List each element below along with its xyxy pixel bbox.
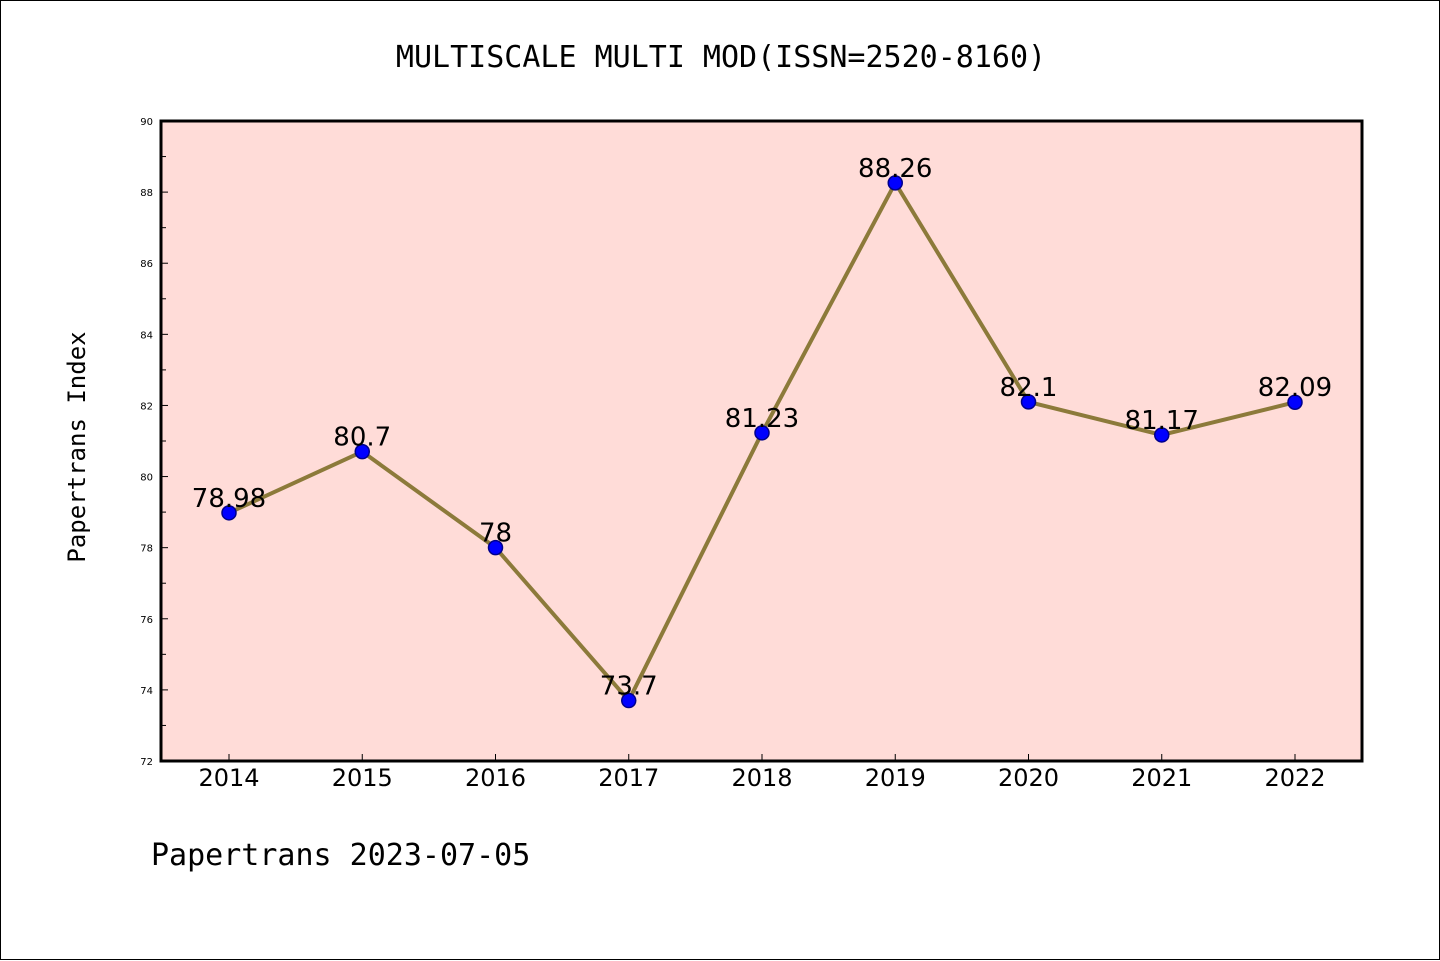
data-point <box>621 692 637 709</box>
data-label: 78.98 <box>192 484 266 514</box>
y-tick-label: 82 <box>140 401 153 412</box>
x-tick-label: 2017 <box>598 764 659 792</box>
y-tick-label: 80 <box>140 473 153 484</box>
footer-date-stamp: Papertrans 2023-07-05 <box>151 838 530 873</box>
y-tick-label: 74 <box>140 686 153 697</box>
y-axis-label: Papertrans Index <box>63 331 91 562</box>
x-tick-label: 2021 <box>1131 764 1192 792</box>
data-point <box>754 425 770 441</box>
y-tick-label: 78 <box>140 544 153 555</box>
x-tick-label: 2014 <box>198 764 259 792</box>
data-point <box>1020 394 1037 410</box>
y-tick-label: 76 <box>140 615 153 626</box>
data-point <box>1154 427 1170 443</box>
y-tick-label: 88 <box>140 188 153 199</box>
data-label: 78 <box>479 519 512 549</box>
data-label: 88.26 <box>858 154 932 184</box>
data-label: 81.23 <box>725 404 799 434</box>
data-point <box>354 443 370 460</box>
x-tick-label: 2016 <box>465 764 526 792</box>
x-tick-label: 2022 <box>1264 764 1325 792</box>
data-point <box>887 175 903 191</box>
data-label: 82.09 <box>1258 373 1332 403</box>
y-tick-label: 84 <box>140 330 153 341</box>
data-label: 73.7 <box>600 672 658 702</box>
x-tick-label: 2018 <box>731 764 792 792</box>
data-label: 82.1 <box>1000 373 1058 403</box>
data-point <box>487 539 504 556</box>
data-label: 80.7 <box>333 423 391 453</box>
plot-frame <box>159 119 1364 763</box>
data-label: 81.17 <box>1125 406 1199 436</box>
data-point <box>1287 394 1303 410</box>
y-tick-label: 90 <box>140 117 153 128</box>
x-tick-label: 2015 <box>332 764 393 792</box>
chart-title: MULTISCALE MULTI MOD(ISSN=2520-8160) <box>396 40 1046 75</box>
data-labels: 78.98 80.7 78 73.7 81.23 88.26 82.1 81.17 82.09 <box>192 154 1332 702</box>
x-axis: 2014 2015 2016 2017 2018 2019 2020 2021 2022 <box>198 754 1326 792</box>
y-tick-label: 72 <box>140 757 153 768</box>
y-tick-label: 86 <box>140 259 153 270</box>
data-point <box>221 505 237 521</box>
x-tick-label: 2020 <box>998 764 1059 792</box>
x-tick-label: 2019 <box>865 764 926 792</box>
series-markers <box>221 175 1303 709</box>
